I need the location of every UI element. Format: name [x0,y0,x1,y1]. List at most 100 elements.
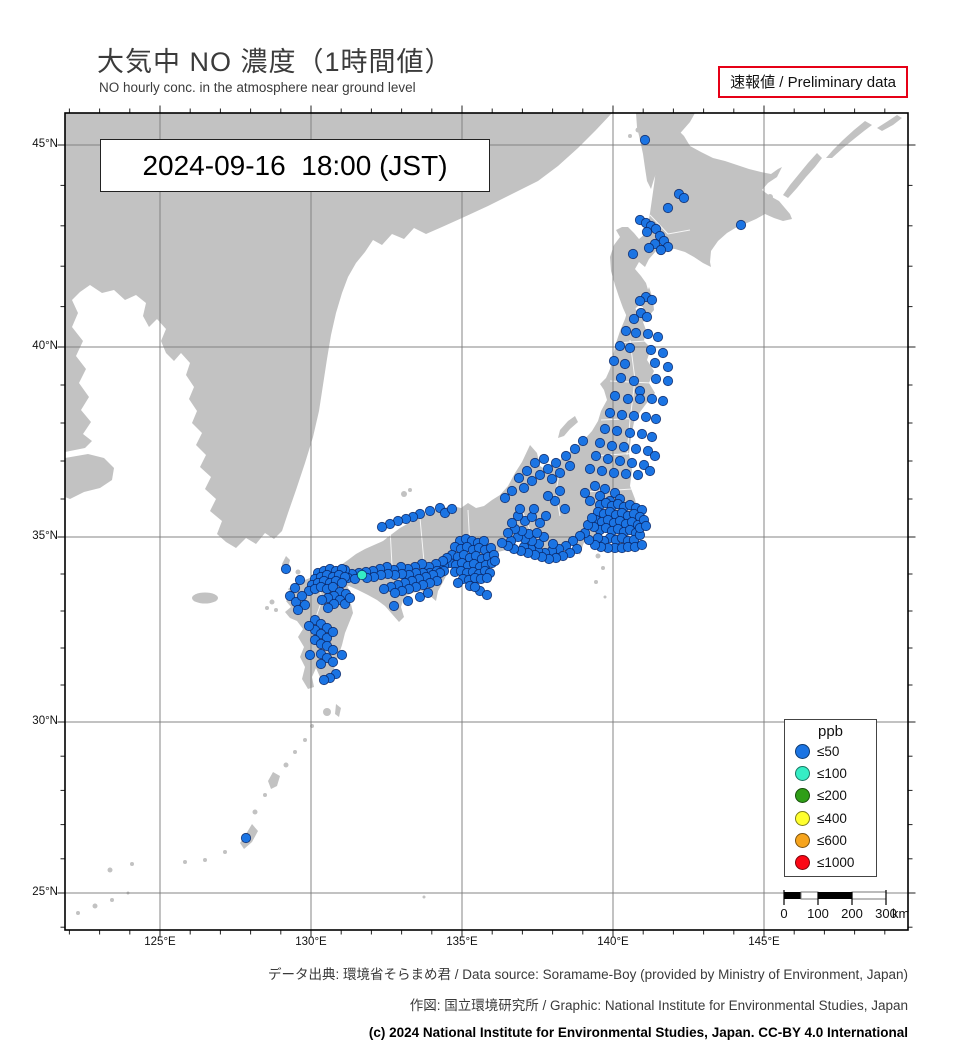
legend-swatch [795,832,810,848]
legend-item: ≤50 [785,740,876,762]
station-dot-le50 [414,591,426,603]
station-dot-le50 [602,453,614,465]
station-dots-layer [240,134,747,844]
station-dot-le50 [506,485,518,497]
station-dot-le50 [240,832,252,844]
station-dot-le50 [499,492,511,504]
legend-items: ≤50 ≤100 ≤200 ≤400 ≤600 ≤1000 [785,740,876,874]
station-dot-le50 [626,457,638,469]
shikotan-island [767,194,773,200]
station-dot-le50 [564,460,576,472]
station-dot-le50 [634,295,646,307]
station-dot-le50 [652,331,664,343]
scale-bar-tick-label: 0 [780,906,788,921]
station-dot-le50 [649,450,661,462]
station-dot-le50 [579,487,591,499]
continent-landmass [65,113,612,548]
station-dot-le50 [646,294,658,306]
station-dot-le50 [529,457,541,469]
goto-islands [265,606,269,610]
station-dot-le50 [513,472,525,484]
goto-islands [274,608,278,612]
timestamp-box: 2024-09-16 18:00 (JST) [100,139,490,192]
map-frame [64,112,909,931]
station-dot-le50 [294,574,306,586]
ryukyu-islet [283,762,289,768]
station-dot-le50 [640,520,652,532]
goto-islands [269,599,275,605]
station-dot-le50 [628,375,640,387]
ryukyu-islet [183,860,187,864]
station-dot-le50 [528,503,540,515]
station-dot-le50 [315,658,327,670]
station-dot-le50 [650,373,662,385]
station-dot-le50 [481,572,493,584]
station-dot-le50 [636,539,648,551]
station-dot-le50 [618,441,630,453]
station-dot-le50 [645,344,657,356]
station-dot-le50 [589,480,601,492]
station-dot-le50 [402,595,414,607]
station-dot-le50 [559,503,571,515]
station-dot-le50 [526,475,538,487]
tanegashima-island [335,704,341,717]
station-dot-le50 [336,649,348,661]
oki-islands [401,491,407,497]
izu-islands [594,580,598,584]
station-dot-le50 [640,411,652,423]
station-dot-le50 [284,590,296,602]
legend-swatch [795,855,810,871]
station-dot-le50 [655,244,667,256]
rebun-island [628,134,632,138]
station-dot-le50 [452,577,464,589]
station-dot-le50 [614,340,626,352]
legend-item: ≤400 [785,807,876,829]
footer-data-source: データ出典: 環境省そらまめ君 / Data source: Soramame-… [268,967,908,982]
rishiri-island [635,127,641,133]
legend-item: ≤1000 [785,851,876,873]
station-dot-le50 [289,582,301,594]
ryukyu-islet [130,862,134,866]
station-dot-le50 [662,202,674,214]
sado-island [558,416,578,438]
miyako-island [107,867,113,873]
station-dot-le50 [531,527,543,539]
legend-label: ≤400 [817,810,847,826]
station-dot-le50 [542,490,554,502]
station-dot-le50 [318,674,330,686]
station-dot-le50 [574,530,586,542]
station-dot-le50 [586,512,598,524]
station-dot-le50 [599,423,611,435]
station-dot-le50 [630,443,642,455]
station-dot-le50 [606,440,618,452]
legend-label: ≤100 [817,765,847,781]
station-dot-le50 [657,395,669,407]
station-dot-le50 [547,538,559,550]
station-dot-le50 [584,463,596,475]
station-dot-le50 [304,649,316,661]
station-dot-le50 [303,620,315,632]
kuril-islands [877,115,902,131]
station-dot-le50 [614,455,626,467]
legend-swatch [795,765,810,781]
ryukyu-islet [263,793,267,797]
scale-bar-unit: km [892,906,910,921]
station-dot-le50 [446,503,458,515]
station-dot-le50 [657,347,669,359]
station-dot-le50 [518,482,530,494]
legend-swatch [795,743,810,759]
legend-label: ≤600 [817,832,847,848]
yakushima-island [323,708,331,716]
station-dot-le50 [489,555,501,567]
preliminary-data-badge: 速報値 / Preliminary data [718,66,908,98]
legend: ppb ≤50 ≤100 ≤200 ≤400 ≤600 ≤1000 [784,719,877,877]
amami-island [268,772,280,789]
footer-graphic-credit: 作図: 国立環境研究所 / Graphic: National Institut… [409,998,908,1013]
station-dot-le50 [632,469,644,481]
station-dot-le50 [389,587,401,599]
ryukyu-islet [293,750,297,754]
page-title: 大気中 NO 濃度（1時間値） [97,47,453,77]
scale-bar [783,890,887,905]
station-dot-le50 [322,602,334,614]
